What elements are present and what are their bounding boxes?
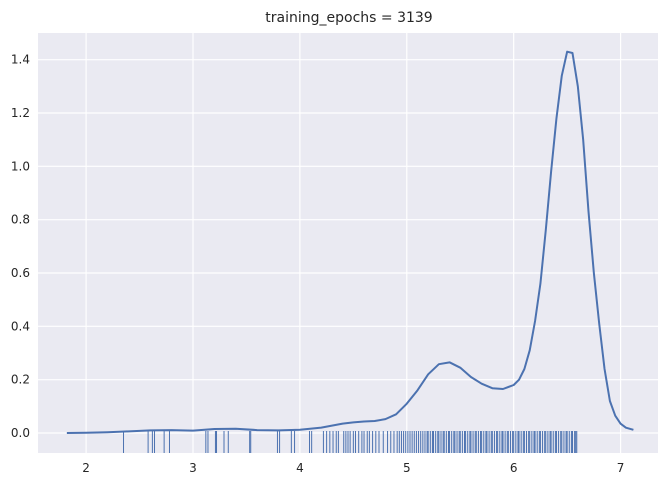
y-tick-label: 0.0 bbox=[11, 426, 30, 440]
y-tick-label: 0.6 bbox=[11, 266, 30, 280]
y-tick-label: 1.2 bbox=[11, 106, 30, 120]
chart-title: training_epochs = 3139 bbox=[265, 10, 432, 26]
kde-line bbox=[66, 50, 634, 434]
y-tick-label: 0.4 bbox=[11, 319, 30, 333]
rug-marks bbox=[123, 431, 578, 453]
x-tick-label: 7 bbox=[617, 461, 625, 475]
x-tick-label: 5 bbox=[403, 461, 411, 475]
grid-lines bbox=[38, 33, 658, 453]
y-tick-label: 1.0 bbox=[11, 159, 30, 173]
y-tick-label: 0.8 bbox=[11, 213, 30, 227]
y-tick-label: 0.2 bbox=[11, 373, 30, 387]
plot-area bbox=[38, 33, 658, 453]
y-axis-ticks: 0.0 0.2 0.4 0.6 0.8 1.0 1.2 1.4 bbox=[11, 53, 30, 440]
x-tick-label: 3 bbox=[189, 461, 197, 475]
x-tick-label: 2 bbox=[82, 461, 90, 475]
x-tick-label: 4 bbox=[296, 461, 304, 475]
y-tick-label: 1.4 bbox=[11, 53, 30, 67]
x-axis-ticks: 2 3 4 5 6 7 bbox=[82, 461, 624, 475]
x-tick-label: 6 bbox=[510, 461, 518, 475]
